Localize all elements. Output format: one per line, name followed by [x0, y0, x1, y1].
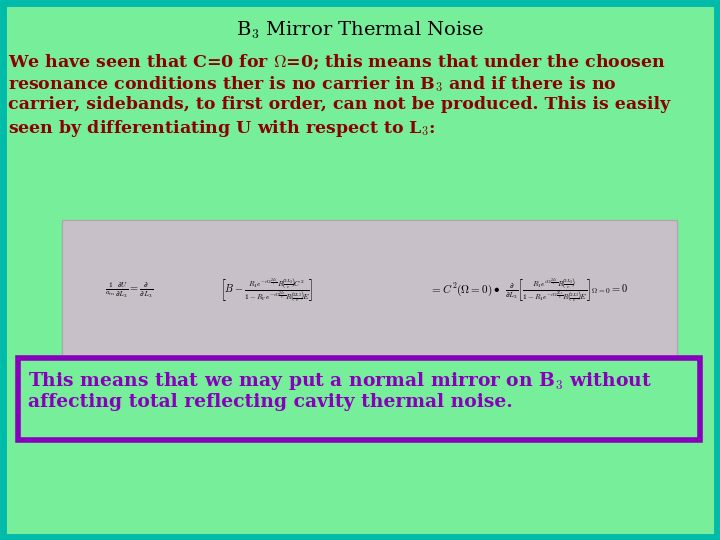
Text: This means that we may put a normal mirror on B$_3$ without: This means that we may put a normal mirr… — [28, 370, 652, 392]
Text: B$_3$ Mirror Thermal Noise: B$_3$ Mirror Thermal Noise — [236, 20, 484, 41]
Text: resonance conditions ther is no carrier in B$_3$ and if there is no: resonance conditions ther is no carrier … — [8, 74, 617, 94]
Text: $\frac{1}{a_{in}}\frac{\partial U}{\partial L_3} = \frac{\partial}{\partial L_3}: $\frac{1}{a_{in}}\frac{\partial U}{\part… — [105, 280, 153, 300]
Text: affecting total reflecting cavity thermal noise.: affecting total reflecting cavity therma… — [28, 393, 513, 411]
Bar — [62, 220, 677, 375]
Text: $= C^2(\Omega{=}0) \bullet$: $= C^2(\Omega{=}0) \bullet$ — [430, 281, 500, 299]
Text: $\frac{\partial}{\partial L_3}\left[\frac{R_1 e^{i\Omega\frac{2L_3}{c}} R\!\left: $\frac{\partial}{\partial L_3}\left[\fra… — [505, 276, 628, 304]
Text: carrier, sidebands, to first order, can not be produced. This is easily: carrier, sidebands, to first order, can … — [8, 96, 670, 113]
Text: $\left[B - \frac{R_1 e^{-i\Omega\frac{2L_3}{c}} R\!\left(\!\frac{2L_3}{c}\!\righ: $\left[B - \frac{R_1 e^{-i\Omega\frac{2L… — [220, 276, 313, 304]
Text: seen by differentiating U with respect to L$_3$:: seen by differentiating U with respect t… — [8, 118, 436, 139]
Text: We have seen that C=0 for $\Omega$=0; this means that under the choosen: We have seen that C=0 for $\Omega$=0; th… — [8, 52, 666, 72]
Bar — [18, 358, 700, 440]
